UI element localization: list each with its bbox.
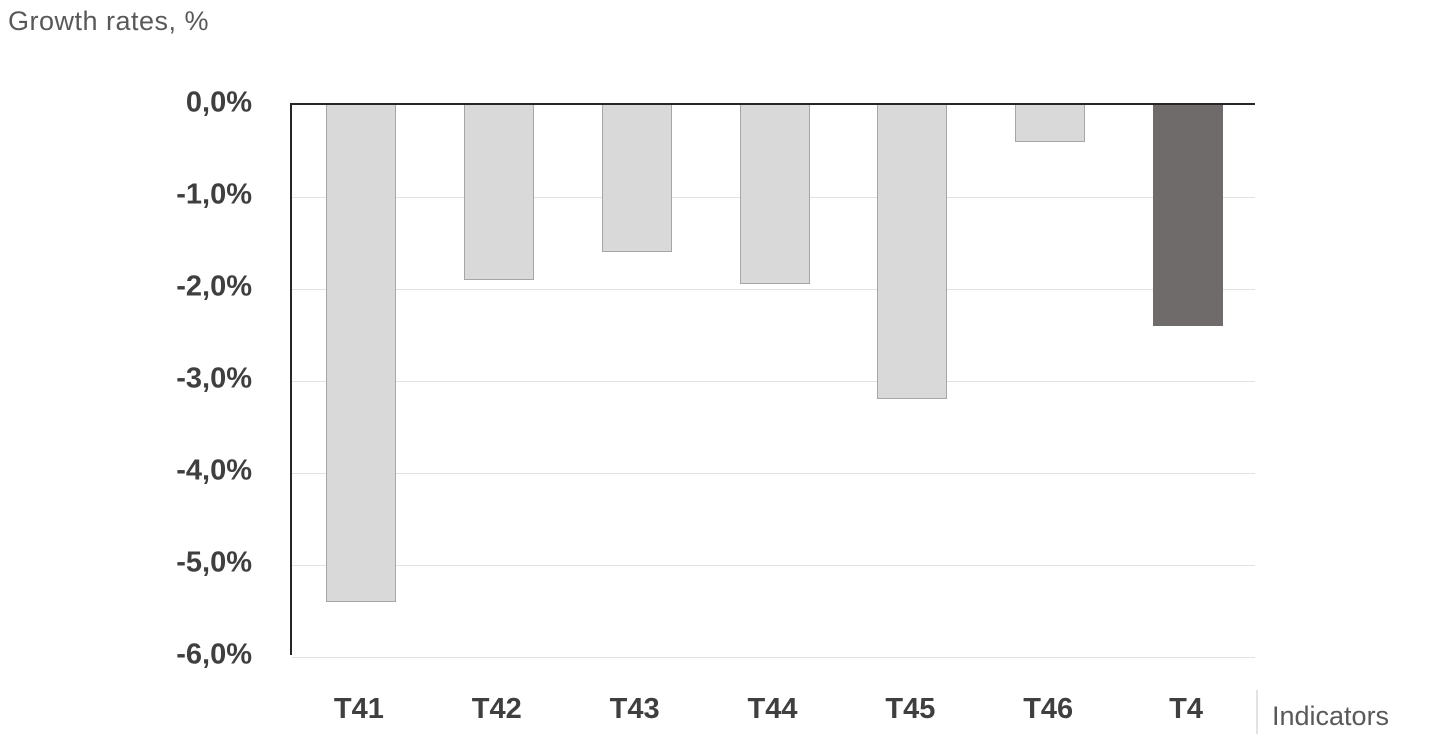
y-tick-label: -5,0% xyxy=(176,546,252,579)
bar-t43 xyxy=(601,105,672,253)
gridline xyxy=(292,381,1255,382)
y-tick-label: -4,0% xyxy=(176,454,252,487)
y-tick-label: -1,0% xyxy=(176,178,252,211)
bar-t4 xyxy=(1153,105,1224,326)
gridline xyxy=(292,565,1255,566)
x-tick-label-t42: T42 xyxy=(471,693,522,725)
y-tick-label: -2,0% xyxy=(176,270,252,303)
gridline xyxy=(292,473,1255,474)
x-axis-label: Indicators xyxy=(1272,701,1390,731)
x-tick-label-t4: T4 xyxy=(1169,693,1203,725)
x-tick-label-t45: T45 xyxy=(885,693,936,725)
bar-t44 xyxy=(739,105,810,285)
y-axis-tick-labels: 0,0% -1,0% -2,0% -3,0% -4,0% -5,0% -6,0% xyxy=(90,0,252,739)
x-tick-label-t44: T44 xyxy=(747,693,798,725)
gridline xyxy=(292,289,1255,290)
chart-title: Growth rates, % xyxy=(8,6,210,36)
x-axis-tick-labels: T41 T42 T43 T44 T45 T46 T4 xyxy=(290,693,1255,739)
bar-t45 xyxy=(877,105,948,400)
bar-t42 xyxy=(463,105,534,280)
x-tick-label-t46: T46 xyxy=(1023,693,1074,725)
y-tick-label: 0,0% xyxy=(185,86,252,119)
x-tick-label-t43: T43 xyxy=(609,693,660,725)
gridline xyxy=(292,657,1255,658)
y-tick-label: -6,0% xyxy=(176,638,252,671)
bar-t41 xyxy=(325,105,396,602)
bar-t46 xyxy=(1015,105,1086,142)
y-tick-label: -3,0% xyxy=(176,362,252,395)
x-tick-label-t41: T41 xyxy=(333,693,384,725)
x-axis-end-tick xyxy=(1256,690,1258,734)
plot-area xyxy=(290,103,1255,658)
